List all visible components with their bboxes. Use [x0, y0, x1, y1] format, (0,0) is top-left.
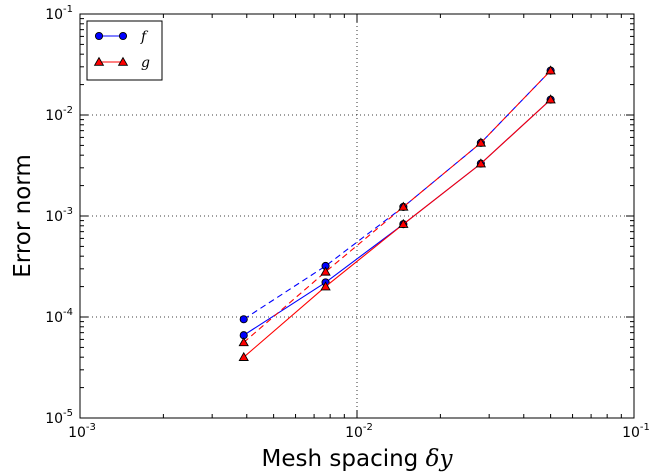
legend-marker — [117, 56, 129, 66]
legend: fg — [86, 20, 163, 81]
data-point — [238, 351, 249, 361]
data-point — [398, 201, 409, 211]
y-tick-label: 10-5 — [45, 408, 73, 427]
x-tick-label: 10-3 — [68, 422, 96, 441]
x-axis-title: Mesh spacing δy — [262, 446, 454, 472]
legend-box — [86, 20, 163, 81]
data-point — [238, 337, 249, 347]
series-line — [243, 70, 552, 320]
legend-marker — [93, 56, 105, 66]
series-f-dashed — [239, 66, 555, 324]
y-tick-label: 10-1 — [45, 4, 73, 23]
legend-label: g — [141, 55, 150, 71]
y-tick-label: 10-3 — [45, 206, 73, 225]
data-point — [398, 218, 409, 228]
legend-label: f — [140, 29, 149, 45]
legend-marker — [94, 31, 104, 41]
series-line — [243, 99, 551, 336]
series-g-solid — [238, 94, 556, 361]
x-tick-label: 10-1 — [622, 422, 649, 441]
data-point — [545, 65, 556, 75]
ticks — [79, 13, 635, 419]
grid — [80, 14, 634, 418]
legend-item-g: g — [93, 55, 150, 71]
y-tick-label: 10-2 — [45, 105, 73, 124]
data-point — [475, 137, 487, 147]
y-tick-label: 10-4 — [45, 307, 73, 326]
legend-marker — [118, 31, 128, 41]
series-g-dashed — [238, 65, 556, 347]
x-tick-label: 10-2 — [345, 422, 373, 441]
series-f-solid — [239, 95, 555, 340]
series-layer — [238, 65, 556, 361]
data-point — [320, 266, 331, 276]
legend-item-f: f — [94, 29, 149, 45]
data-point — [475, 158, 487, 168]
data-point — [239, 315, 248, 324]
data-point — [320, 281, 331, 291]
tick-labels: 10-3 10-2 10-1 10-5 10-4 10-3 10-2 10-1 — [45, 4, 649, 441]
series-line — [243, 70, 552, 343]
y-axis-title: Error norm — [10, 154, 36, 277]
data-point — [545, 94, 556, 104]
